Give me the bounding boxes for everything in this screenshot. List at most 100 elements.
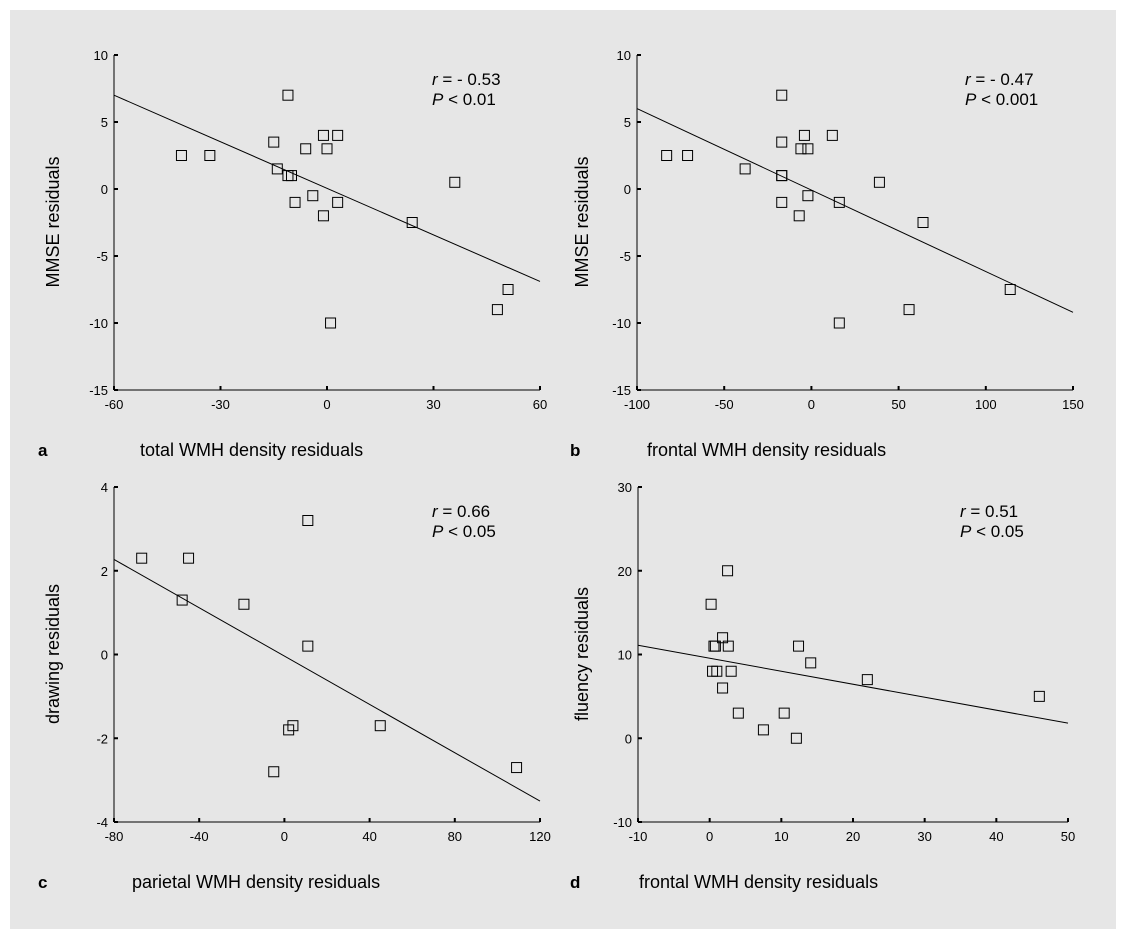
y-tick-label: -15 [89, 383, 108, 398]
data-point [793, 210, 805, 222]
y-tick-label: 0 [625, 731, 632, 746]
data-point [511, 762, 523, 774]
x-tick-label: 30 [917, 829, 931, 844]
data-point [802, 190, 814, 202]
data-point [795, 143, 807, 155]
data-point [661, 150, 673, 161]
data-point [826, 129, 838, 141]
data-point [917, 217, 929, 228]
data-point [325, 317, 337, 329]
x-tick-label: 10 [774, 829, 788, 844]
data-point [805, 657, 817, 669]
data-point [861, 674, 873, 686]
data-point [268, 136, 280, 148]
data-point [776, 136, 788, 148]
x-tick-label: 40 [362, 829, 376, 844]
data-point [406, 217, 418, 228]
figure-panel-grid: 10 5 0 -5 -10 -15 -60 -30 0 30 60 r = - 0.53 P < 0.0… [10, 10, 1116, 929]
data-point [317, 210, 329, 222]
p-annotation: P < 0.05 [432, 522, 496, 541]
x-tick-label: -100 [624, 397, 650, 412]
data-point [725, 665, 737, 677]
r-annotation: r = - 0.53 [432, 70, 501, 89]
x-tick-label: 0 [706, 829, 713, 844]
data-point [332, 129, 344, 141]
data-point [722, 565, 734, 577]
y-tick-label: 2 [101, 564, 108, 579]
data-point [282, 89, 294, 101]
y-tick-label: -2 [96, 731, 108, 746]
data-point [778, 707, 790, 719]
y-tick-label: -10 [612, 316, 631, 331]
data-point [717, 682, 729, 694]
data-point [238, 598, 250, 610]
x-tick-label: 30 [426, 397, 440, 412]
p-annotation: P < 0.01 [432, 90, 496, 109]
data-point [776, 196, 788, 208]
regression-line [113, 559, 541, 802]
y-tick-label: 4 [101, 480, 108, 495]
regression-line [637, 644, 1069, 724]
y-axis-label: fluency residuals [572, 587, 592, 721]
y-tick-label: 5 [624, 115, 631, 130]
y-axis-label: MMSE residuals [43, 156, 63, 287]
data-point [705, 598, 717, 610]
y-tick-label: -5 [96, 249, 108, 264]
data-point [903, 304, 915, 316]
data-point [833, 196, 845, 208]
x-axis-label: parietal WMH density residuals [132, 872, 380, 892]
data-point [271, 163, 283, 175]
y-tick-label: -15 [612, 383, 631, 398]
panel-letter: c [38, 873, 47, 892]
data-point [136, 552, 148, 564]
chart-panel-a: 10 5 0 -5 -10 -15-60 -30 0 30 60 r = - 0.53P < 0.0… [38, 48, 547, 460]
data-point [776, 170, 788, 182]
x-tick-label: 60 [533, 397, 547, 412]
y-tick-label: 0 [101, 648, 108, 663]
data-point [287, 720, 299, 732]
regression-line [636, 108, 1074, 313]
x-tick-label: -80 [105, 829, 124, 844]
data-point [757, 724, 769, 736]
data-point [802, 143, 814, 155]
x-axis-label: frontal WMH density residuals [639, 872, 878, 892]
data-point [282, 170, 294, 182]
x-tick-label: 0 [281, 829, 288, 844]
x-tick-label: 20 [846, 829, 860, 844]
data-point [739, 163, 751, 175]
y-tick-label: 0 [624, 182, 631, 197]
x-tick-label: 50 [891, 397, 905, 412]
data-point [302, 640, 314, 652]
x-tick-label: -30 [211, 397, 230, 412]
y-tick-label: -5 [619, 249, 631, 264]
data-point [321, 143, 333, 155]
data-point [502, 284, 514, 295]
data-point [491, 304, 503, 316]
chart-panel-d: 30 20 10 0 -10-10 0 10 20 30 40 50 r = 0.51P < 0.05… [570, 480, 1075, 892]
x-tick-label: 100 [975, 397, 997, 412]
y-tick-label: 20 [618, 564, 632, 579]
r-annotation: r = 0.66 [432, 502, 490, 521]
data-point [176, 594, 188, 606]
x-axis-label: total WMH density residuals [140, 440, 363, 460]
y-tick-label: 10 [617, 48, 631, 63]
data-point [776, 89, 788, 101]
data-point [175, 150, 187, 161]
y-tick-label: -4 [96, 815, 108, 830]
y-tick-label: 30 [618, 480, 632, 495]
data-point [332, 196, 344, 208]
data-point [289, 196, 301, 208]
y-tick-label: 0 [101, 182, 108, 197]
data-point [711, 665, 723, 677]
y-tick-label: 10 [94, 48, 108, 63]
x-axis-label: frontal WMH density residuals [647, 440, 886, 460]
data-point [833, 317, 845, 329]
x-tick-label: 0 [808, 397, 815, 412]
panel-letter: a [38, 441, 48, 460]
p-annotation: P < 0.05 [960, 522, 1024, 541]
data-point [707, 665, 719, 677]
data-point [317, 129, 329, 141]
data-point [283, 724, 295, 736]
x-tick-label: 40 [989, 829, 1003, 844]
